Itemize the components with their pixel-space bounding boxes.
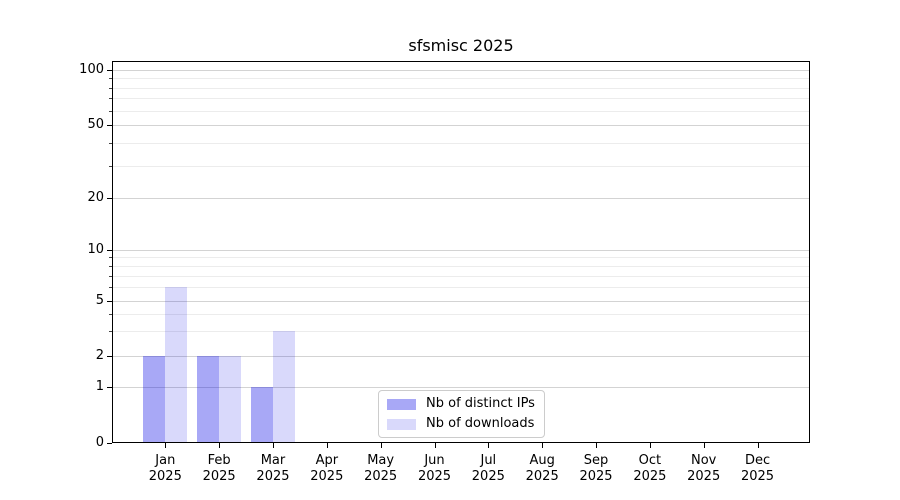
bar-downloads-mar — [272, 331, 295, 442]
x-tick-mark — [219, 443, 221, 448]
x-tick-label-nov: Nov 2025 — [687, 453, 721, 484]
gridline-major — [113, 249, 809, 251]
x-tick-label-apr: Apr 2025 — [310, 453, 344, 484]
x-tick-label-jan: Jan 2025 — [148, 453, 182, 484]
x-tick-label-dec: Dec 2025 — [740, 453, 775, 484]
y-tick-mark — [107, 69, 112, 71]
y-tick-mark — [107, 300, 112, 302]
y-tick-mark — [107, 443, 112, 445]
y-tick-label: 5 — [95, 292, 104, 308]
x-tick-label-sep: Sep 2025 — [579, 453, 613, 484]
x-tick-label-jul: Jul 2025 — [471, 453, 505, 484]
x-tick-label-feb: Feb 2025 — [202, 453, 236, 484]
y-tick-mark — [107, 355, 112, 357]
gridline-minor — [113, 98, 809, 100]
gridline-minor — [113, 143, 809, 145]
bar-downloads-jan — [165, 287, 188, 442]
y-tick-label: 100 — [79, 61, 104, 77]
gridline-minor — [113, 110, 809, 112]
gridline-major — [113, 69, 809, 71]
legend-swatch-downloads — [387, 418, 416, 430]
y-minor-tick-mark — [109, 143, 112, 145]
gridline-minor — [113, 265, 809, 267]
gridline-minor — [113, 275, 809, 277]
gridline-major — [113, 387, 809, 388]
y-minor-tick-mark — [109, 313, 112, 315]
y-tick-label: 2 — [95, 347, 104, 363]
legend: Nb of distinct IPs Nb of downloads — [378, 390, 545, 438]
y-minor-tick-mark — [109, 87, 112, 89]
gridline-major — [113, 300, 809, 302]
legend-entry-downloads: Nb of downloads — [387, 416, 536, 432]
y-minor-tick-mark — [109, 78, 112, 80]
top-spine — [112, 61, 810, 62]
gridline-minor — [113, 78, 809, 80]
gridline-minor — [113, 313, 809, 315]
x-tick-label-oct: Oct 2025 — [633, 453, 667, 484]
y-tick-label: 1 — [95, 379, 104, 394]
y-minor-tick-mark — [109, 98, 112, 100]
y-tick-label: 0 — [95, 435, 104, 451]
x-tick-label-aug: Aug 2025 — [525, 453, 559, 484]
x-tick-mark — [542, 443, 544, 448]
gridline-minor — [113, 287, 809, 289]
legend-label-downloads: Nb of downloads — [426, 416, 535, 431]
chart-title: sfsmisc 2025 — [408, 36, 514, 55]
x-tick-label-may: May 2025 — [364, 453, 398, 484]
y-minor-tick-mark — [109, 275, 112, 277]
x-tick-mark — [488, 443, 490, 448]
y-axis-line — [112, 61, 113, 443]
x-tick-mark — [649, 443, 651, 448]
y-tick-label: 20 — [87, 190, 104, 206]
y-minor-tick-mark — [109, 265, 112, 267]
plot-area — [112, 61, 810, 443]
bar-distinct-ips-feb — [197, 355, 220, 442]
x-tick-mark — [703, 443, 705, 448]
gridline-major — [113, 125, 809, 127]
x-tick-mark — [434, 443, 436, 448]
y-minor-tick-mark — [109, 110, 112, 112]
x-axis-line — [112, 442, 810, 443]
gridline-minor — [113, 257, 809, 259]
x-tick-mark — [596, 443, 598, 448]
y-tick-mark — [107, 249, 112, 251]
legend-swatch-distinct-ips — [387, 398, 416, 410]
x-tick-mark — [272, 443, 274, 448]
y-tick-mark — [107, 125, 112, 127]
gridline-minor — [113, 331, 809, 333]
gridline-minor — [113, 165, 809, 167]
x-tick-label-jun: Jun 2025 — [417, 453, 452, 484]
x-tick-mark — [326, 443, 328, 448]
y-tick-mark — [107, 198, 112, 200]
gridline-minor — [113, 87, 809, 89]
x-tick-mark — [380, 443, 382, 448]
legend-entry-distinct-ips: Nb of distinct IPs — [387, 396, 536, 412]
y-tick-mark — [107, 387, 112, 388]
y-minor-tick-mark — [109, 165, 112, 167]
x-tick-mark — [757, 443, 759, 448]
y-minor-tick-mark — [109, 257, 112, 259]
y-tick-label: 50 — [87, 117, 104, 133]
gridline-major — [113, 355, 809, 357]
bar-distinct-ips-jan — [143, 355, 166, 442]
bar-distinct-ips-mar — [250, 387, 273, 442]
x-tick-mark — [165, 443, 167, 448]
bar-downloads-feb — [219, 355, 242, 442]
gridline-major — [113, 198, 809, 200]
y-tick-label: 10 — [87, 241, 104, 257]
y-minor-tick-mark — [109, 287, 112, 289]
legend-label-distinct-ips: Nb of distinct IPs — [426, 396, 535, 411]
y-minor-tick-mark — [109, 331, 112, 333]
x-tick-label-mar: Mar 2025 — [256, 453, 290, 484]
right-spine — [809, 61, 810, 443]
